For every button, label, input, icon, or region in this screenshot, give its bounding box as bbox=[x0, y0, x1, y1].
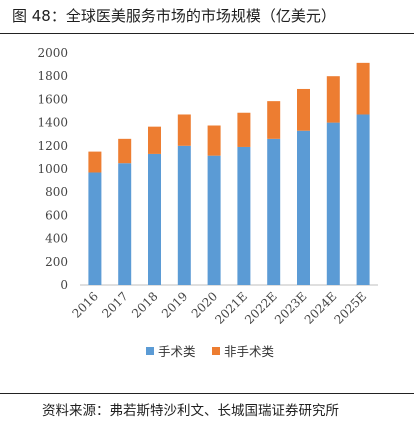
bar-surgical bbox=[88, 172, 102, 285]
bar-non-surgical bbox=[148, 126, 161, 154]
bar-surgical bbox=[356, 114, 370, 285]
source-divider bbox=[0, 393, 414, 394]
legend-label-surgical: 手术类 bbox=[158, 344, 196, 359]
figure-title: 图 48：全球医美服务市场的市场规模（亿美元） bbox=[12, 7, 336, 25]
y-tick-label: 1000 bbox=[37, 162, 68, 176]
x-tick-label: 2025E bbox=[332, 289, 370, 327]
bar-non-surgical bbox=[118, 138, 132, 164]
bar-non-surgical bbox=[356, 62, 370, 115]
y-tick-label: 800 bbox=[45, 185, 68, 199]
x-tick-label: 2017 bbox=[99, 289, 130, 320]
y-tick-label: 1400 bbox=[37, 116, 68, 130]
bar-surgical bbox=[207, 155, 221, 285]
bar-non-surgical bbox=[207, 125, 221, 156]
legend-swatch-non-surgical bbox=[212, 347, 220, 355]
bar-non-surgical bbox=[297, 88, 310, 131]
bar-non-surgical bbox=[267, 101, 281, 139]
title-divider bbox=[0, 33, 414, 34]
bar-surgical bbox=[237, 146, 251, 285]
stacked-bar-chart: 0 200 400 600 800 1000 1200 1400 1600 1800 2000 201… bbox=[37, 46, 378, 359]
bar-non-surgical bbox=[237, 112, 251, 147]
x-tick-label: 2018 bbox=[129, 289, 160, 320]
legend-swatch-surgical bbox=[146, 347, 154, 355]
bar-non-surgical bbox=[326, 76, 340, 123]
y-tick-label: 1200 bbox=[37, 139, 68, 153]
y-tick-label: 400 bbox=[45, 232, 68, 246]
bar-non-surgical bbox=[177, 114, 191, 146]
source-note: 资料来源：弗若斯特沙利文、长城国瑞证券研究所 bbox=[42, 403, 339, 419]
bar-surgical bbox=[148, 153, 161, 285]
x-tick-label: 2021E bbox=[212, 289, 250, 327]
figure-header: 图 48：全球医美服务市场的市场规模（亿美元） bbox=[0, 0, 414, 38]
bar-non-surgical bbox=[88, 151, 102, 173]
bar-surgical bbox=[177, 145, 191, 285]
x-tick-label: 2023E bbox=[272, 289, 310, 327]
bar-surgical bbox=[297, 130, 310, 285]
y-tick-label: 2000 bbox=[37, 46, 68, 60]
y-tick-label: 600 bbox=[45, 208, 68, 222]
x-tick-label: 2019 bbox=[159, 289, 190, 320]
bar-surgical bbox=[267, 138, 281, 285]
x-tick-label: 2024E bbox=[302, 289, 340, 327]
x-tick-label: 2016 bbox=[70, 289, 101, 320]
x-tick-label: 2022E bbox=[242, 289, 280, 327]
y-tick-label: 1600 bbox=[37, 92, 68, 106]
y-tick-label: 1800 bbox=[37, 69, 68, 83]
bar-surgical bbox=[326, 122, 340, 285]
bar-surgical bbox=[118, 163, 132, 285]
legend-label-non-surgical: 非手术类 bbox=[224, 344, 275, 359]
y-tick-label: 0 bbox=[60, 278, 68, 292]
y-tick-label: 200 bbox=[45, 255, 68, 269]
